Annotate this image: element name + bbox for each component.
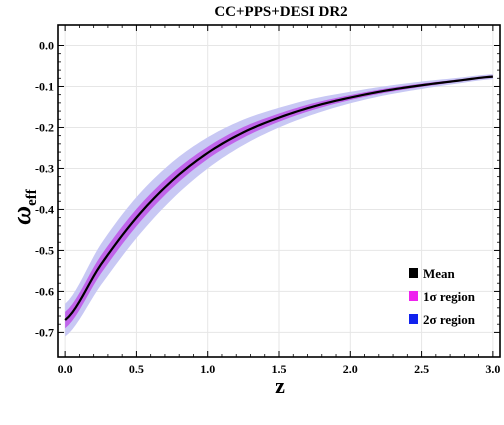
y-axis-label: ωeff: [7, 188, 40, 224]
x-tick-label: 3.0: [485, 362, 500, 376]
x-axis-label: z: [275, 373, 285, 398]
y-tick-label: -0.7: [35, 325, 54, 339]
y-tick-label: -0.3: [35, 161, 54, 175]
y-axis-label-sub: eff: [24, 188, 40, 206]
y-tick-label: -0.2: [35, 120, 54, 134]
legend-swatch: [409, 291, 418, 301]
legend-swatch: [409, 314, 418, 324]
axis-ticks: [58, 25, 500, 357]
legend-swatch: [409, 268, 418, 278]
y-tick-label: -0.4: [35, 202, 54, 216]
x-tick-label: 1.5: [272, 362, 287, 376]
chart-title: CC+PPS+DESI DR2: [214, 4, 347, 20]
grid: [58, 25, 500, 357]
x-tick-label: 2.0: [343, 362, 358, 376]
svg-text:ωeff: ωeff: [7, 188, 40, 224]
tick-labels: 0.0 0.5 1.0 1.5 2.0 2.5 3.0 0.0 -0.1 -0.2 -0.3 -0.4…: [35, 38, 500, 376]
y-axis-label-main: ω: [7, 206, 36, 225]
x-tick-label: 0.5: [129, 362, 144, 376]
legend-label: 2σ region: [423, 312, 476, 327]
legend-label: 1σ region: [423, 289, 476, 304]
legend-label: Mean: [423, 266, 456, 281]
y-tick-label: 0.0: [39, 38, 54, 52]
x-tick-label: 2.5: [414, 362, 429, 376]
mean-curve: [64, 75, 493, 321]
x-tick-label: 0.0: [58, 362, 73, 376]
y-tick-label: -0.1: [35, 79, 54, 93]
mean-curve-group: [64, 75, 493, 321]
y-tick-label: -0.6: [35, 284, 54, 298]
x-tick-label: 1.0: [200, 362, 215, 376]
legend: Mean 1σ region 2σ region: [409, 266, 476, 327]
y-tick-label: -0.5: [35, 243, 54, 257]
